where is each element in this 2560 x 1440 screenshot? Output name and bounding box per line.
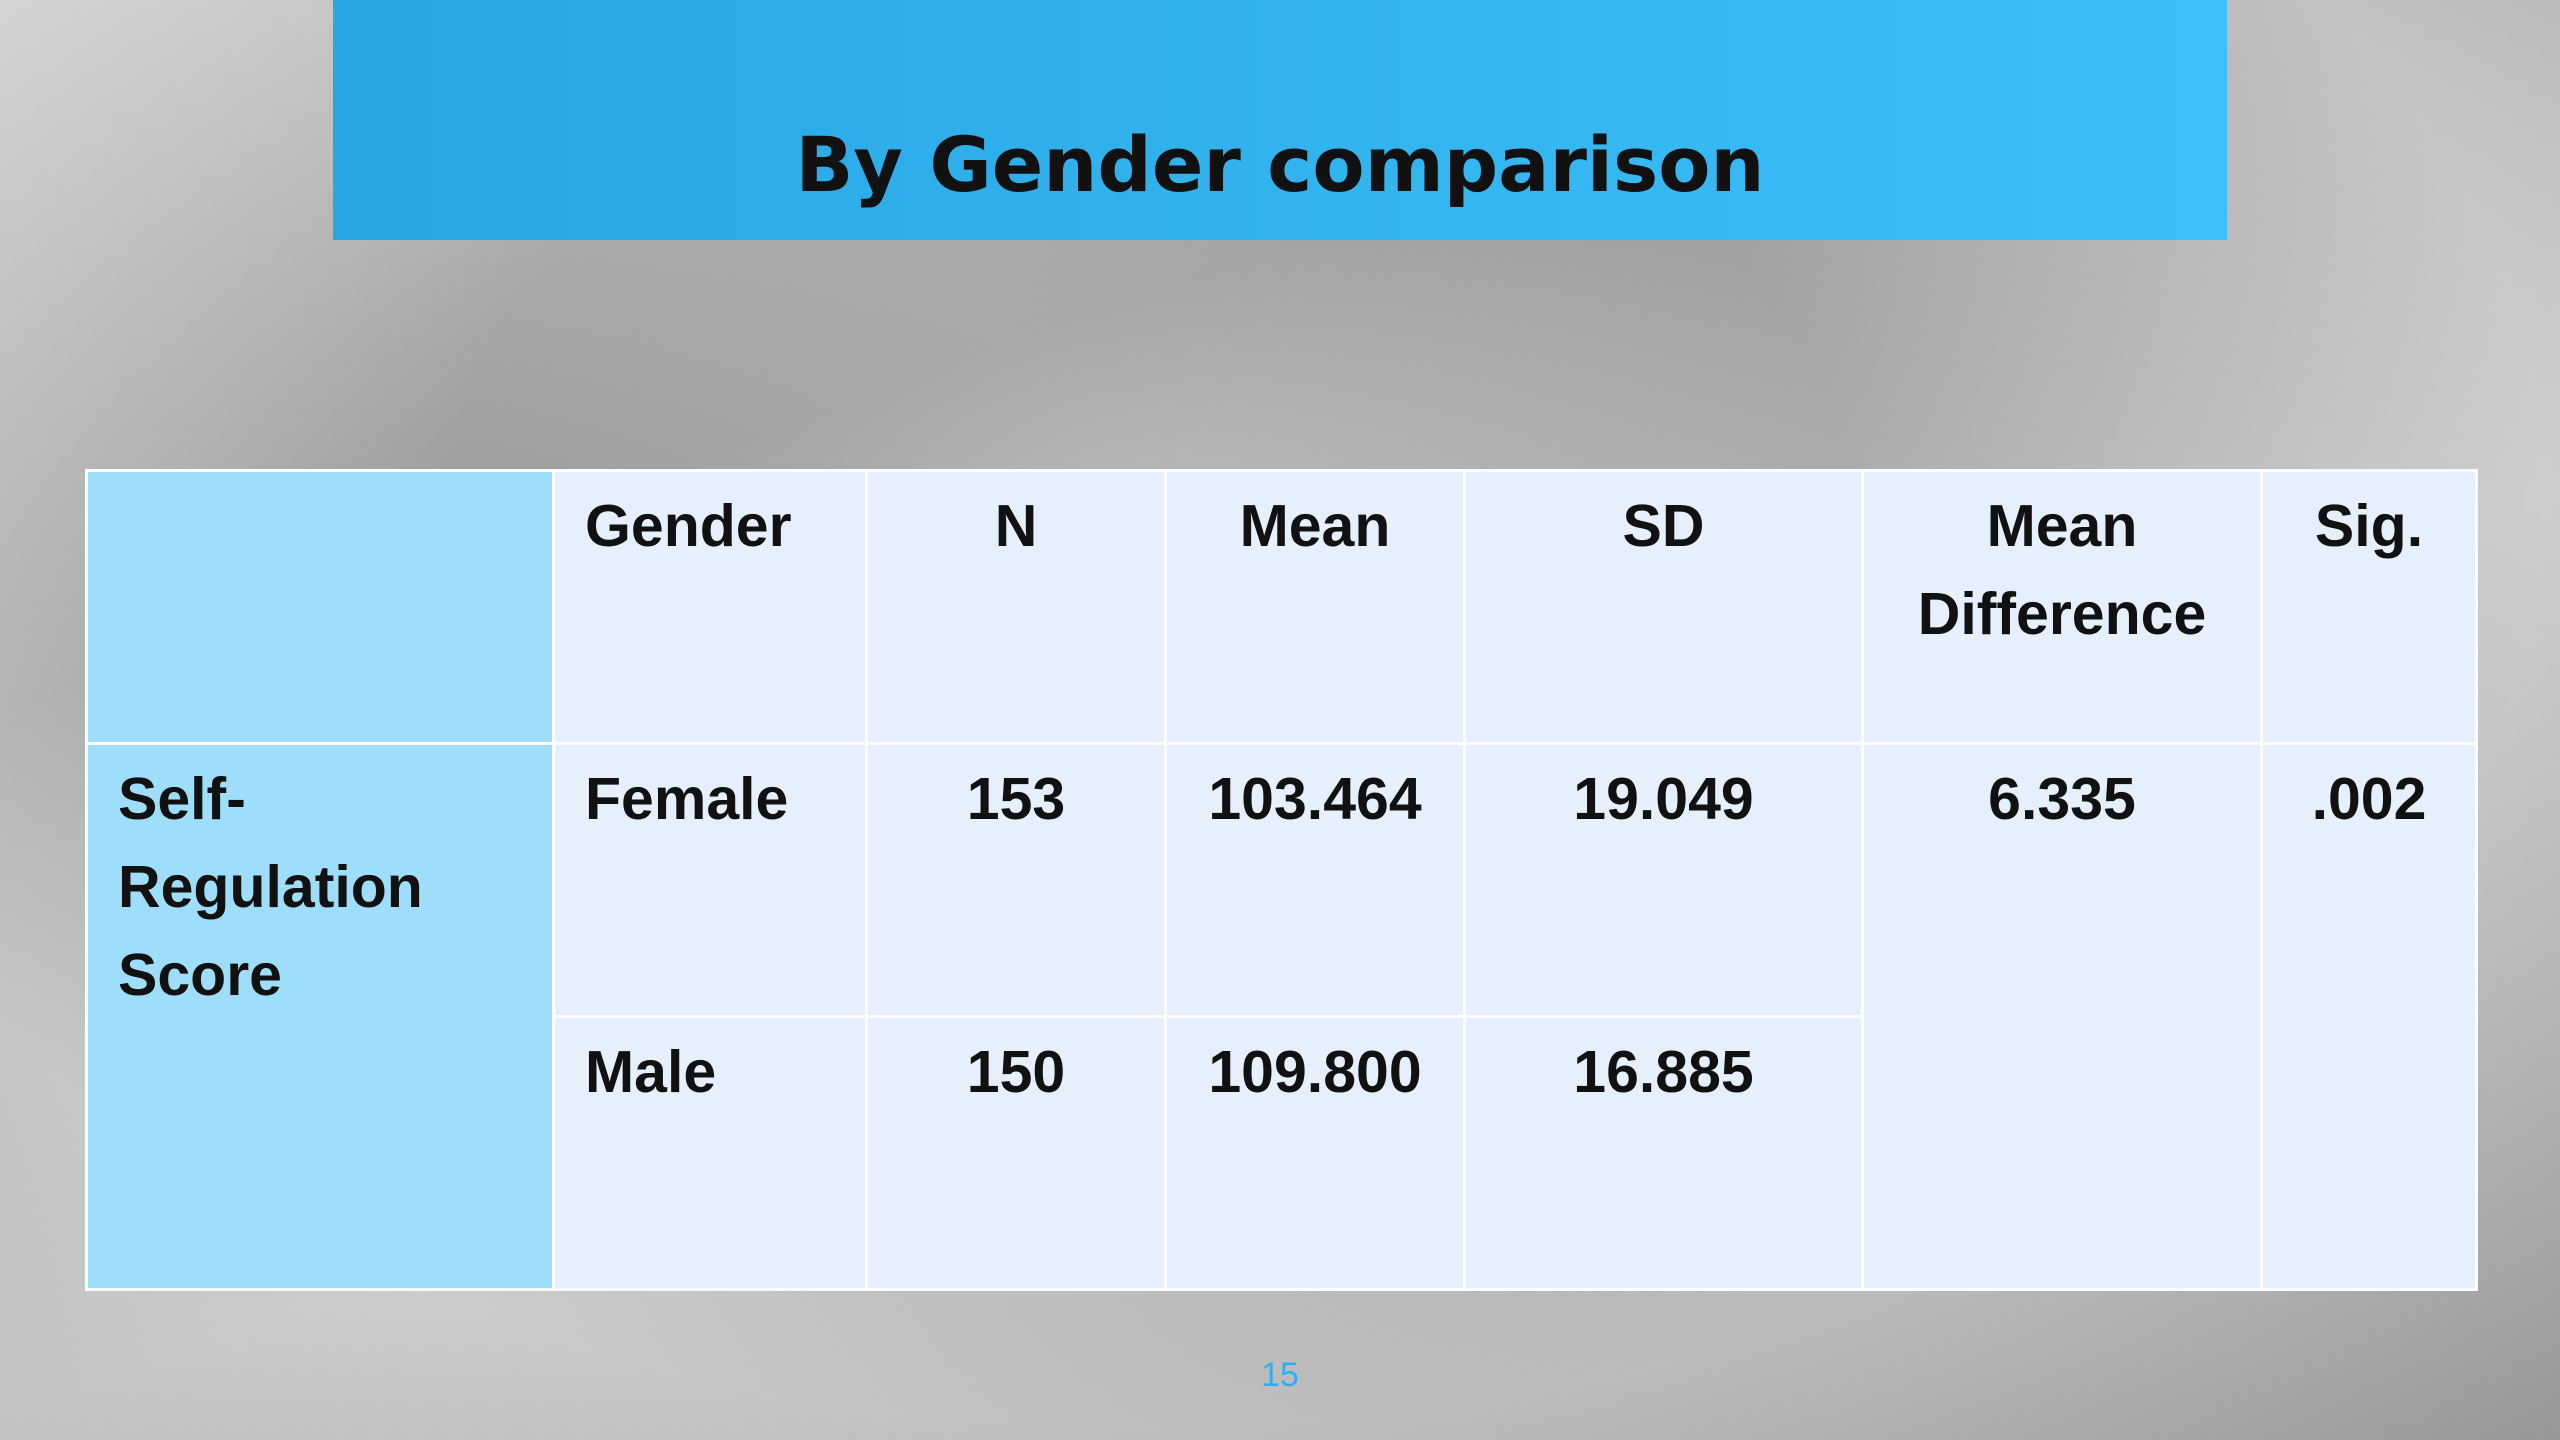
column-header: SD — [1463, 469, 1864, 745]
cell: 19.049 — [1463, 742, 1864, 1018]
header-row: Gender N Mean SD Mean Difference Sig. — [85, 469, 2478, 745]
column-header: Mean — [1164, 469, 1466, 745]
column-header: Gender — [552, 469, 868, 745]
data-row: Self-Regulation Score Female 153 103.464… — [85, 742, 2478, 1291]
page-number: 15 — [1261, 1356, 1299, 1394]
column-header: Sig. — [2260, 469, 2478, 745]
cell: 103.464 — [1164, 742, 1466, 1018]
title: By Gender comparison — [795, 120, 1765, 209]
cell: .002 — [2260, 742, 2478, 1291]
cell: Male — [552, 1015, 868, 1291]
cell: 153 — [865, 742, 1167, 1018]
cell: 109.800 — [1164, 1015, 1466, 1291]
column-header: N — [865, 469, 1167, 745]
column-header: Mean Difference — [1861, 469, 2263, 745]
cell: 16.885 — [1463, 1015, 1864, 1291]
results-table: Gender N Mean SD Mean Difference Sig. Se… — [85, 469, 2478, 1291]
row-label: Self-Regulation Score — [85, 742, 555, 1291]
cell: 150 — [865, 1015, 1167, 1291]
corner-cell — [85, 469, 555, 745]
data-row: Male 150 109.800 16.885 — [87, 1015, 2477, 1291]
cell: Female — [552, 742, 868, 1018]
cell: 6.335 — [1861, 742, 2263, 1291]
title-banner: By Gender comparison — [333, 0, 2227, 240]
